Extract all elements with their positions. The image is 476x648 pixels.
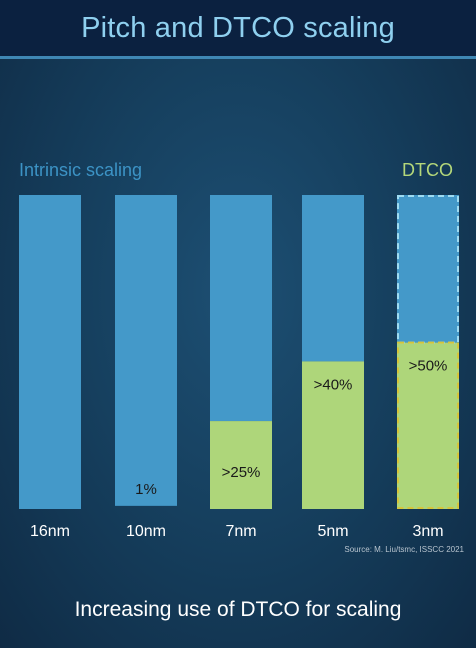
tick-label-16nm: 16nm — [30, 523, 70, 540]
bar-intrinsic-10nm — [115, 195, 177, 506]
page-title: Pitch and DTCO scaling — [81, 11, 395, 44]
source-note: Source: M. Liu/tsmc, ISSCC 2021 — [344, 545, 464, 554]
data-label-7nm: >25% — [222, 464, 261, 481]
legend-intrinsic-scaling: Intrinsic scaling — [19, 160, 143, 180]
title-bar: Pitch and DTCO scaling — [0, 0, 476, 56]
bar-intrinsic-3nm — [397, 195, 459, 343]
bar-dtco-7nm — [210, 421, 272, 509]
bar-outline-intrinsic-3nm — [397, 195, 459, 344]
legend-dtco: DTCO — [402, 160, 453, 180]
tick-label-10nm: 10nm — [126, 523, 166, 540]
bar-dtco-3nm — [397, 342, 459, 509]
data-label-5nm: >40% — [314, 376, 353, 393]
data-label-3nm: >50% — [409, 358, 448, 375]
tick-label-5nm: 5nm — [317, 523, 348, 540]
bar-dtco-5nm — [302, 361, 364, 509]
bottom-caption: Increasing use of DTCO for scaling — [74, 598, 402, 621]
bar-intrinsic-7nm — [210, 195, 272, 422]
bar-intrinsic-5nm — [302, 195, 364, 362]
bar-intrinsic-16nm — [19, 195, 81, 509]
tick-label-3nm: 3nm — [412, 523, 443, 540]
bar-outline-dtco-3nm — [397, 341, 459, 509]
tick-label-7nm: 7nm — [225, 523, 256, 540]
data-label-10nm: 1% — [135, 481, 157, 498]
title-underline — [0, 56, 476, 59]
